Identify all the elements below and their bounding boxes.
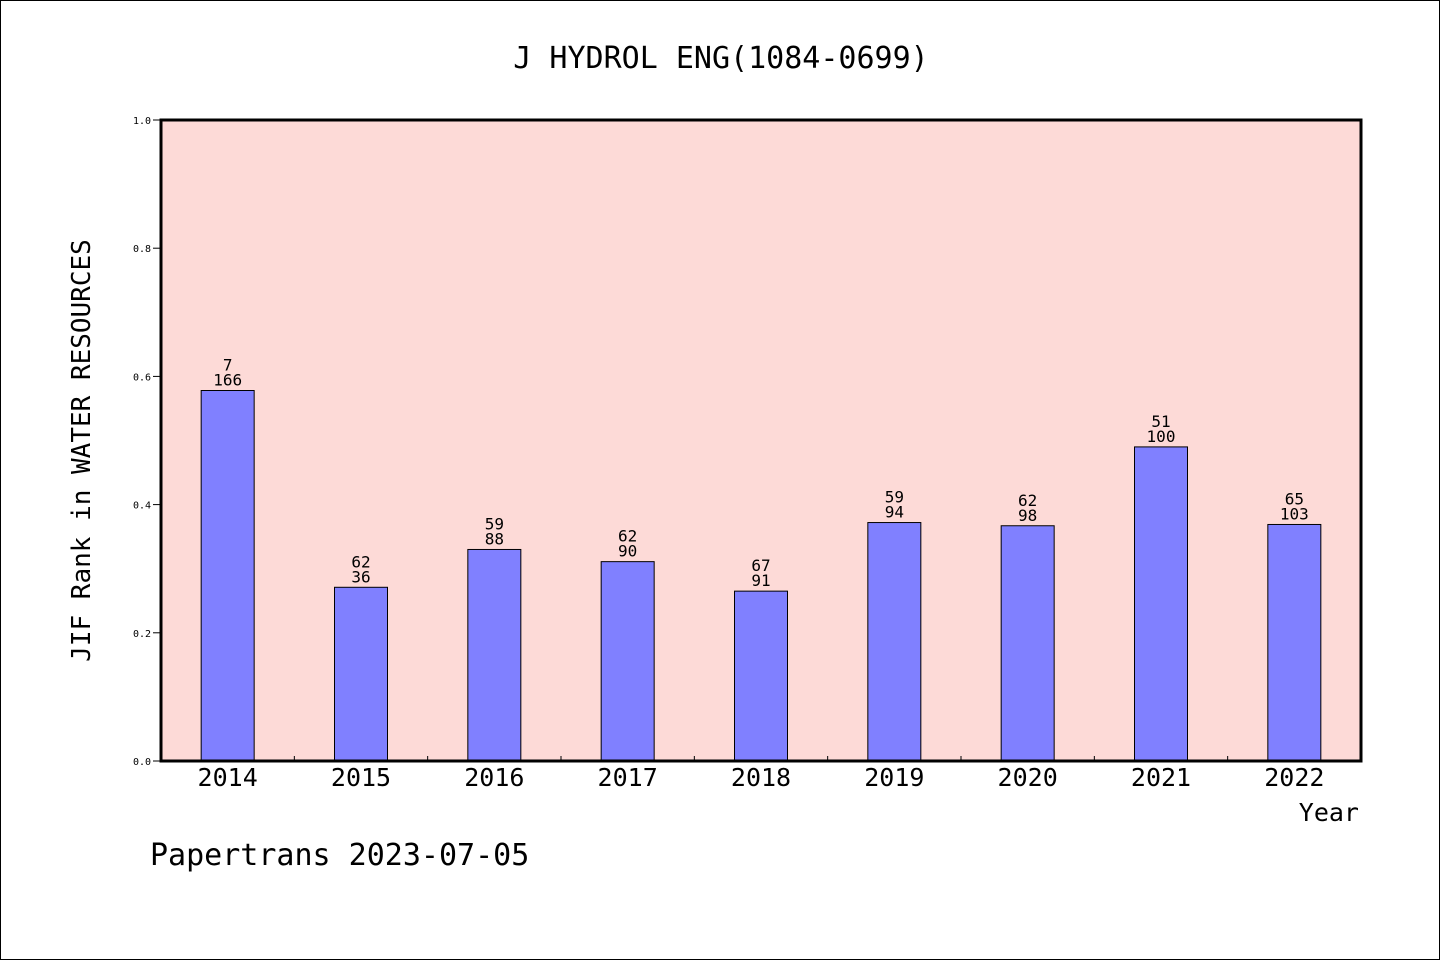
- data-label-rank-2021: 51: [1151, 412, 1170, 431]
- data-label-rank-2022: 65: [1285, 489, 1304, 508]
- data-label-total-2016: 88: [485, 529, 504, 548]
- y-axis-label: JIF Rank in WATER RESOURCES: [67, 239, 97, 662]
- y-tick-label-2: 0.4: [133, 501, 151, 512]
- y-tick-label-5: 1.0: [133, 116, 151, 127]
- x-tick-label-2019: 2019: [864, 763, 924, 792]
- x-tick-label-2014: 2014: [198, 763, 258, 792]
- x-tick-label-2022: 2022: [1264, 763, 1324, 792]
- data-label-rank-2017: 62: [618, 527, 637, 546]
- data-label-rank-2016: 59: [485, 514, 504, 533]
- x-axis-label: Year: [1299, 798, 1359, 827]
- data-label-rank-2014: 7: [223, 356, 233, 375]
- bar-2021: [1134, 446, 1188, 762]
- bar-2020: [1000, 525, 1055, 762]
- x-tick-label-2021: 2021: [1131, 763, 1191, 792]
- data-label-rank-2019: 59: [885, 488, 904, 507]
- x-tick-label-2016: 2016: [464, 763, 524, 792]
- bar-2016: [467, 548, 522, 762]
- bar-2018: [734, 590, 788, 762]
- data-label-total-2015: 36: [351, 567, 370, 586]
- chart-title: J HYDROL ENG(1084-0699): [513, 41, 928, 76]
- x-tick-label-2015: 2015: [331, 763, 391, 792]
- bar-2015: [334, 586, 388, 762]
- bar-2022: [1267, 523, 1322, 762]
- data-label-total-2018: 91: [751, 571, 770, 590]
- data-label-total-2020: 98: [1018, 506, 1037, 525]
- data-label-total-2021: 100: [1147, 427, 1176, 446]
- x-tick-label-2017: 2017: [598, 763, 658, 792]
- data-label-total-2014: 166: [213, 371, 242, 390]
- data-label-total-2017: 90: [618, 542, 637, 561]
- y-tick-label-0: 0.0: [133, 757, 151, 768]
- data-label-rank-2015: 62: [351, 552, 370, 571]
- data-label-total-2019: 94: [885, 503, 904, 522]
- footer-caption: Papertrans 2023-07-05: [150, 838, 529, 873]
- y-tick-label-1: 0.2: [133, 629, 151, 640]
- data-label-rank-2020: 62: [1018, 491, 1037, 510]
- x-tick-label-2020: 2020: [998, 763, 1058, 792]
- plot-border: [159, 118, 1363, 763]
- bar-2014: [200, 390, 255, 762]
- bar-2017: [600, 561, 655, 762]
- y-tick-label-4: 0.8: [133, 244, 151, 255]
- y-tick-label-3: 0.6: [133, 372, 151, 383]
- x-tick-label-2018: 2018: [731, 763, 791, 792]
- data-label-total-2022: 103: [1280, 504, 1309, 523]
- bar-2019: [867, 522, 922, 762]
- data-label-rank-2018: 67: [751, 556, 770, 575]
